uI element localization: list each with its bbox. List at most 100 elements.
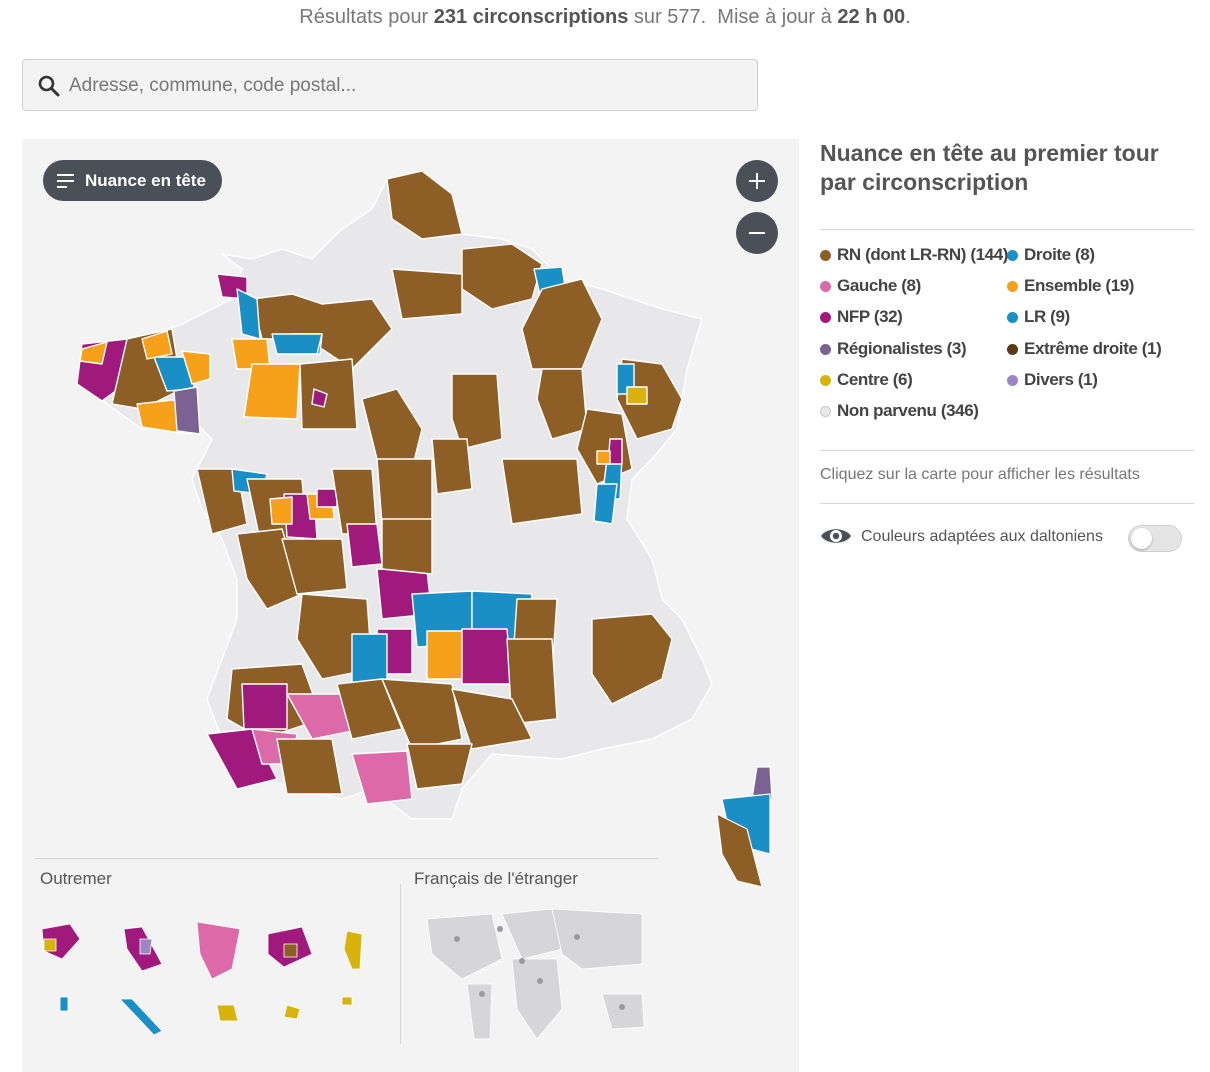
region-centre-ensemble[interactable] bbox=[243, 363, 301, 420]
region-aude-gauche[interactable] bbox=[351, 750, 413, 805]
region-bretagne-ensemble[interactable] bbox=[141, 330, 173, 360]
region-aveyron-rn[interactable] bbox=[381, 678, 463, 750]
colorblind-toggle[interactable] bbox=[1128, 525, 1182, 552]
region-haute-loire-nfp[interactable] bbox=[461, 628, 513, 685]
world-americas-north[interactable] bbox=[426, 913, 503, 980]
legend-panel: Nuance en tête au premier tour par circo… bbox=[820, 139, 1194, 552]
world-americas-south[interactable] bbox=[466, 983, 493, 1040]
corsica-north-regio[interactable] bbox=[751, 766, 773, 800]
toggle-knob bbox=[1131, 528, 1152, 549]
plus-icon bbox=[749, 173, 765, 189]
region-vienne-ensemble[interactable] bbox=[269, 496, 293, 525]
abroad-label: Français de l'étranger bbox=[414, 869, 578, 888]
search-input[interactable] bbox=[67, 68, 741, 104]
map-hint: Cliquez sur la carte pour afficher les r… bbox=[820, 466, 1140, 483]
region-gers-rn[interactable] bbox=[276, 738, 343, 795]
region-puy-ensemble[interactable] bbox=[426, 630, 463, 680]
legend-item-nfp: NFP (32) bbox=[820, 307, 903, 327]
guadeloupe-centre[interactable] bbox=[43, 938, 57, 952]
spm[interactable] bbox=[59, 996, 69, 1012]
polynesie[interactable] bbox=[216, 1004, 239, 1022]
region-loiret-rn[interactable] bbox=[361, 388, 423, 470]
reunion-rn[interactable] bbox=[283, 943, 298, 958]
region-landes-nfp[interactable] bbox=[241, 683, 288, 730]
region-champagne[interactable] bbox=[391, 268, 463, 320]
legend-item-droite: Droite (8) bbox=[1007, 245, 1095, 265]
results-status: Résultats pour 231 circonscriptions sur … bbox=[299, 6, 911, 28]
region-loir-rn[interactable] bbox=[299, 358, 358, 430]
france-map[interactable] bbox=[22, 139, 799, 1072]
zoom-in-button[interactable] bbox=[736, 160, 778, 202]
region-alsace-centre[interactable] bbox=[626, 386, 648, 405]
region-belfort-ensemble[interactable] bbox=[596, 450, 611, 465]
map-divider-vertical bbox=[400, 884, 401, 1044]
mode-pill-button[interactable]: Nuance en tête bbox=[43, 160, 222, 201]
region-ille-ensemble[interactable] bbox=[181, 350, 211, 385]
menu-lines-icon bbox=[57, 173, 74, 188]
legend-title: Nuance en tête au premier tour par circo… bbox=[820, 140, 1159, 195]
update-time: 22 h 00 bbox=[837, 6, 906, 28]
world-map[interactable] bbox=[426, 908, 645, 1040]
region-haute-vienne-rn[interactable] bbox=[281, 538, 348, 595]
region-loir-nfp[interactable] bbox=[311, 388, 328, 408]
region-nantes-regio[interactable] bbox=[173, 386, 201, 435]
outremer-map[interactable] bbox=[41, 921, 363, 1036]
world-africa[interactable] bbox=[511, 958, 563, 1040]
mayotte[interactable] bbox=[343, 930, 363, 970]
eye-icon bbox=[821, 529, 851, 543]
circonscription-count: 231 circonscriptions bbox=[433, 6, 629, 28]
world-europe[interactable] bbox=[501, 908, 563, 960]
minus-icon bbox=[749, 232, 765, 234]
region-aube-rn[interactable] bbox=[451, 373, 503, 450]
legend-divider-bottom bbox=[820, 503, 1194, 504]
st-martin[interactable] bbox=[341, 996, 353, 1006]
region-normandie[interactable] bbox=[251, 293, 393, 370]
legend-item-non-parvenu: Non parvenu (346) bbox=[820, 401, 979, 421]
region-alpes-rn[interactable] bbox=[591, 613, 673, 705]
region-cantal-lr[interactable] bbox=[351, 633, 388, 685]
region-cotes-ensemble[interactable] bbox=[79, 341, 108, 365]
colorblind-row: Couleurs adaptées aux daltoniens bbox=[820, 523, 1194, 553]
region-cher-rn[interactable] bbox=[376, 458, 433, 525]
corsica[interactable] bbox=[716, 766, 773, 888]
zoom-out-button[interactable] bbox=[736, 212, 778, 254]
region-tarn-rn[interactable] bbox=[336, 678, 403, 740]
corsica-rn[interactable] bbox=[716, 812, 763, 888]
map-panel[interactable]: Nuance en tête Outremer Français de l'ét… bbox=[22, 139, 799, 1072]
legend-item-extreme-droite: Extrême droite (1) bbox=[1007, 339, 1162, 359]
legend-item-rn: RN (dont LR-RN) (144) bbox=[820, 245, 1008, 265]
region-ardeche-rn[interactable] bbox=[506, 638, 558, 725]
region-orne-lr[interactable] bbox=[271, 333, 323, 355]
region-aude-rn[interactable] bbox=[406, 743, 473, 790]
mode-pill-label: Nuance en tête bbox=[85, 170, 206, 190]
legend-divider-top bbox=[820, 229, 1194, 230]
search-box[interactable] bbox=[22, 59, 758, 111]
outremer-label: Outremer bbox=[40, 869, 112, 888]
martinique-regio[interactable] bbox=[139, 938, 153, 955]
world-oceania[interactable] bbox=[601, 993, 645, 1030]
wallis[interactable] bbox=[283, 1004, 301, 1020]
colorblind-label: Couleurs adaptées aux daltoniens bbox=[861, 528, 1103, 545]
legend-item-divers: Divers (1) bbox=[1007, 370, 1098, 390]
legend-divider-middle bbox=[820, 450, 1194, 451]
guyane[interactable] bbox=[196, 921, 241, 980]
region-indre-nfp[interactable] bbox=[316, 488, 338, 508]
region-haute-marne-rn[interactable] bbox=[536, 368, 588, 440]
legend-item-ensemble: Ensemble (19) bbox=[1007, 276, 1134, 296]
map-divider bbox=[35, 858, 658, 859]
region-nievre-rn[interactable] bbox=[431, 438, 473, 495]
region-haute-saone-rn[interactable] bbox=[501, 458, 583, 525]
legend-item-gauche: Gauche (8) bbox=[820, 276, 921, 296]
region-nord[interactable] bbox=[386, 170, 463, 240]
nouvelle-caledonie[interactable] bbox=[119, 998, 163, 1036]
legend-item-lr: LR (9) bbox=[1007, 307, 1070, 327]
world-asia[interactable] bbox=[551, 908, 643, 970]
region-bretagne-sud-ensemble[interactable] bbox=[136, 398, 188, 435]
legend-item-centre: Centre (6) bbox=[820, 370, 913, 390]
region-allier-rn[interactable] bbox=[381, 518, 433, 575]
search-icon bbox=[38, 75, 60, 97]
region-creuse-nfp[interactable] bbox=[346, 523, 383, 568]
region-herault-rn[interactable] bbox=[451, 688, 533, 750]
region-ain-lr[interactable] bbox=[593, 483, 618, 525]
legend-item-regionalistes: Régionalistes (3) bbox=[820, 339, 967, 359]
